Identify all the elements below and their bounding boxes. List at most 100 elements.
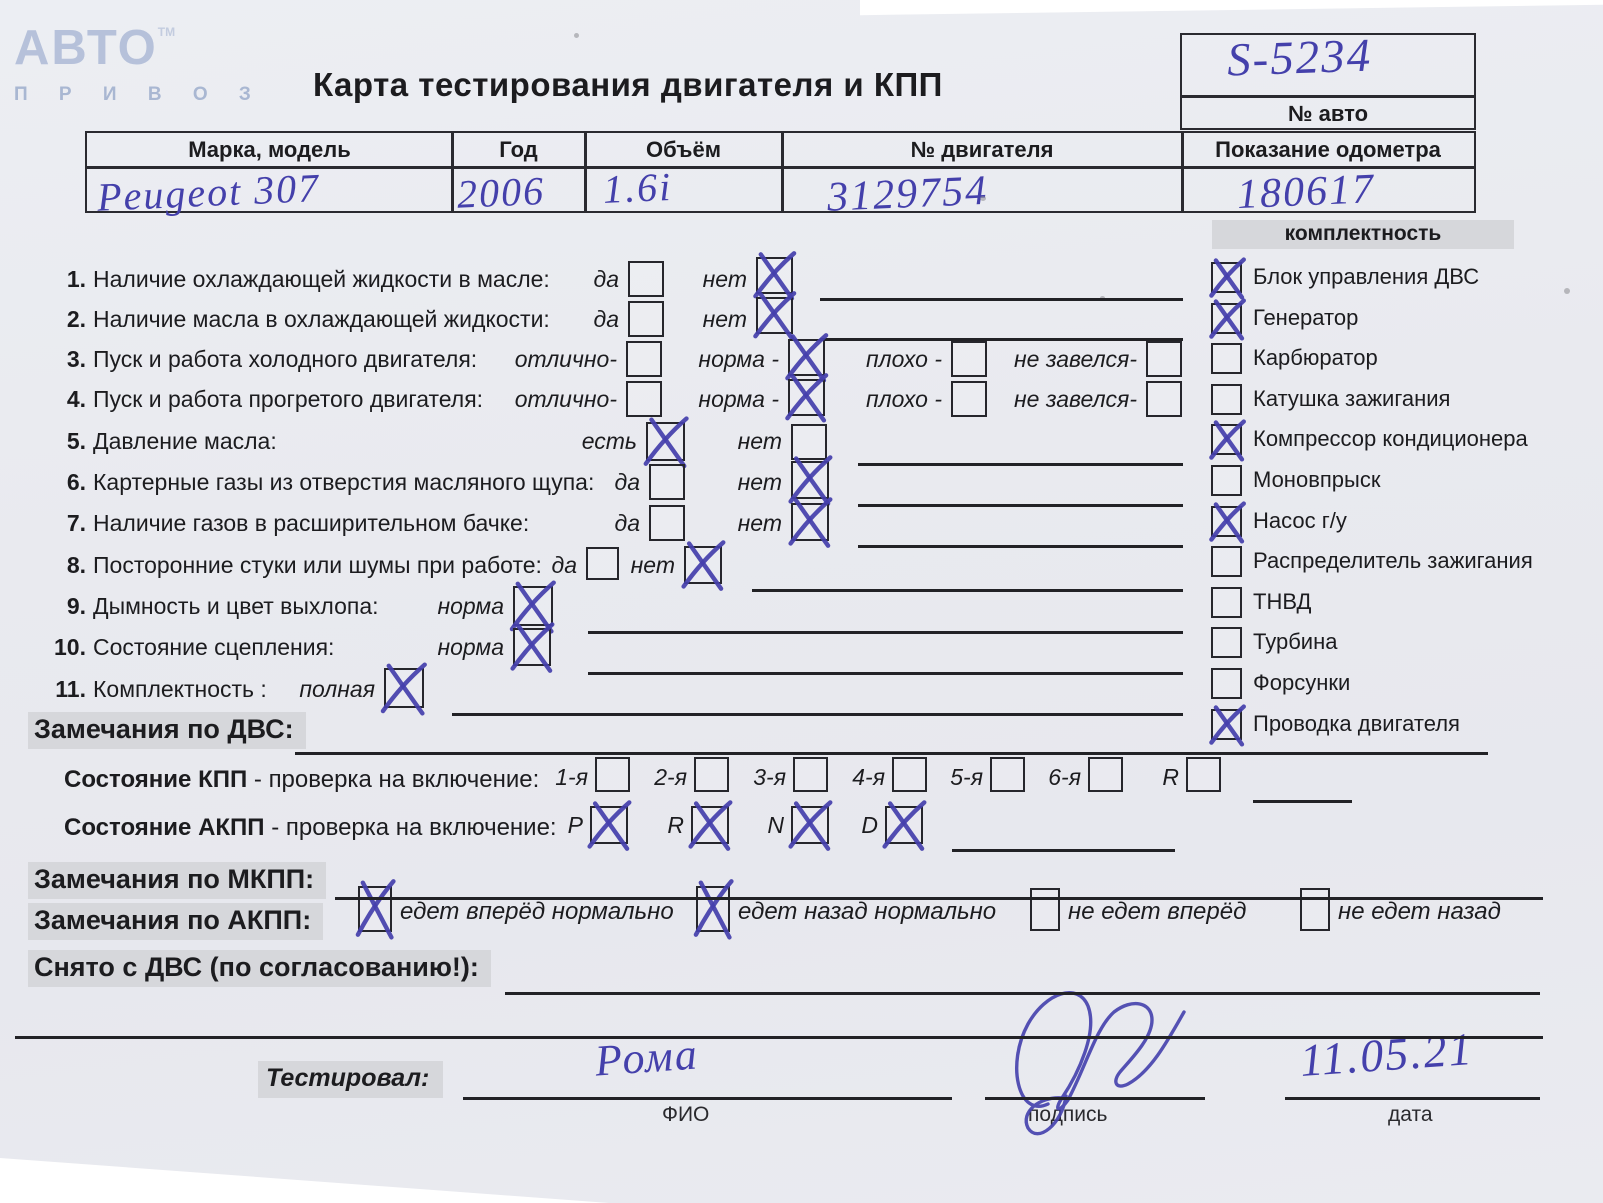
removed-from-engine-label: Снято с ДВС (по согласованию!): [28,950,491,987]
check-option-checkbox[interactable] [649,464,685,500]
check-option-label: да [593,306,619,332]
akpp-state-label-bold: Состояние АКПП [64,814,265,841]
x-mark [381,662,428,716]
check-row-number: 2. [66,306,86,332]
remarks-mkpp-line[interactable] [335,897,1543,900]
check-option-label: не завелся- [1013,346,1137,372]
equipment-label: Катушка зажигания [1253,386,1451,411]
equipment-checkbox[interactable] [1211,587,1242,618]
check-option-checkbox[interactable] [681,540,726,592]
fio-line[interactable] [463,1097,952,1100]
akpp-remark-checkbox[interactable] [355,879,396,940]
check-option-checkbox[interactable] [628,261,664,297]
check-option-checkbox[interactable] [628,301,664,337]
kpp-gear-label: 2-я [654,764,687,790]
equipment-checkbox[interactable] [1208,257,1246,300]
equipment-checkbox[interactable] [1208,419,1246,462]
kpp-gear-checkbox[interactable] [595,757,630,792]
check-row-label: Наличие газов в расширительном бачке: [93,510,530,536]
check-row-write-line[interactable] [752,589,1183,592]
check-option-checkbox[interactable] [753,251,797,301]
x-mark [1208,704,1246,747]
check-option-checkbox[interactable] [626,341,662,377]
bottom-long-line[interactable] [15,1036,1543,1039]
check-option-checkbox[interactable] [951,381,987,417]
check-option-checkbox[interactable] [586,547,619,580]
check-row-write-line[interactable] [820,338,1183,341]
signature-caption: подпись [1028,1103,1108,1126]
akpp-write-line[interactable] [952,849,1175,852]
equipment-checkbox[interactable] [1211,384,1242,415]
check-option-checkbox[interactable] [788,455,833,507]
check-option-checkbox[interactable] [951,341,987,377]
check-row-write-line[interactable] [588,672,1183,675]
akpp-remark-label: едет назад нормально [738,898,997,925]
equipment-checkbox[interactable] [1208,704,1246,747]
check-option-checkbox[interactable] [753,291,797,341]
check-option-checkbox[interactable] [788,497,833,549]
kpp-state-label-rest: - проверка на включение: [247,766,540,793]
akpp-gear-label: P [567,812,583,838]
equipment-label: Генератор [1253,305,1359,330]
x-mark [882,800,927,852]
check-row-label: Дымность и цвет выхлопа: [93,593,379,619]
kpp-gear-checkbox[interactable] [1186,757,1221,792]
vehicle-col-header: Марка, модель [188,137,351,162]
equipment-checkbox[interactable] [1208,501,1246,544]
equipment-checkbox[interactable] [1211,627,1242,658]
check-option-checkbox[interactable] [643,416,689,469]
akpp-remark-checkbox[interactable] [1300,888,1330,931]
vehicle-col-header: Объём [646,137,721,162]
check-option-checkbox[interactable] [510,580,557,634]
check-row-write-line[interactable] [588,631,1183,634]
check-row-write-line[interactable] [858,463,1183,466]
remarks-dvs-line[interactable] [295,752,1488,755]
check-row-write-line[interactable] [452,713,1183,716]
kpp-gear-checkbox[interactable] [793,757,828,792]
check-row-number: 4. [66,386,86,412]
signature-line[interactable] [985,1097,1205,1100]
check-option-checkbox[interactable] [791,424,827,460]
check-option-checkbox[interactable] [626,381,662,417]
kpp-gear-checkbox[interactable] [1088,757,1123,792]
check-row-write-line[interactable] [858,504,1183,507]
check-row-write-line[interactable] [820,298,1183,301]
kpp-gear-checkbox[interactable] [990,757,1025,792]
check-option-checkbox[interactable] [785,333,829,383]
equipment-checkbox[interactable] [1211,668,1242,699]
check-option-checkbox[interactable] [381,662,428,716]
date-caption: дата [1388,1103,1433,1126]
akpp-gear-checkbox[interactable] [788,800,833,852]
check-row-label: Давление масла: [93,428,277,454]
check-row-label: Комплектность : [93,676,267,702]
car-number-label: № авто [1287,101,1369,126]
akpp-gear-checkbox[interactable] [587,800,632,852]
logo-subtext: П Р И В О З [14,84,264,105]
check-option-checkbox[interactable] [1146,341,1182,377]
check-option-checkbox[interactable] [510,622,555,674]
date-line[interactable] [1285,1097,1540,1100]
akpp-state-label-rest: - проверка на включение: [264,814,557,841]
check-option-checkbox[interactable] [785,373,829,423]
akpp-remark-checkbox[interactable] [1030,888,1060,931]
kpp-gear-checkbox[interactable] [694,757,729,792]
kpp-write-line[interactable] [1253,800,1352,803]
vehicle-col-header: № двигателя [910,137,1054,162]
check-option-label: нет [702,266,747,292]
check-row-write-line[interactable] [858,545,1183,548]
kpp-gear-label: 1-я [555,764,588,790]
equipment-checkbox[interactable] [1211,465,1242,496]
kpp-gear-checkbox[interactable] [892,757,927,792]
akpp-remark-checkbox[interactable] [693,879,734,940]
removed-line[interactable] [505,992,1540,995]
equipment-checkbox[interactable] [1211,343,1242,374]
vehicle-table: Марка, модель Peugeot 307 Год 2006 Объём 1.6i… [85,131,1476,221]
akpp-gear-checkbox[interactable] [882,800,927,852]
akpp-gear-checkbox[interactable] [688,800,733,852]
x-mark [681,540,726,592]
equipment-checkbox[interactable] [1208,298,1246,341]
check-option-checkbox[interactable] [649,505,685,541]
check-option-checkbox[interactable] [1146,381,1182,417]
equipment-checkbox[interactable] [1211,546,1242,577]
